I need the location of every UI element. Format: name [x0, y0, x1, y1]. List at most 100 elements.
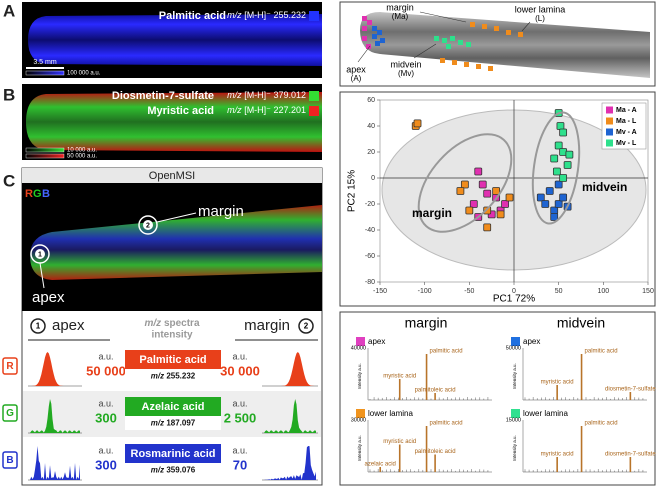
color-key	[309, 106, 319, 116]
y-max-label: 40000	[351, 345, 366, 351]
point	[483, 189, 492, 198]
point	[474, 167, 483, 176]
y-axis-label: Intensity a.u.	[357, 363, 362, 389]
region-badge	[143, 220, 153, 230]
panel-letter: B	[3, 85, 15, 104]
apex-value: 50 000	[86, 363, 126, 378]
legend-label: lower lamina	[368, 409, 413, 418]
legend-swatch	[356, 409, 365, 418]
point	[469, 200, 478, 208]
intensity-scale	[25, 147, 65, 153]
region-label: margin	[198, 203, 244, 220]
region-badge	[298, 318, 314, 334]
region-label: margin	[386, 2, 414, 12]
point	[554, 200, 563, 208]
mass-box	[125, 463, 221, 477]
point	[465, 206, 474, 215]
region-label: midvein	[390, 59, 421, 69]
column-header: intensity	[151, 330, 193, 341]
compound-box	[125, 397, 221, 416]
peak-label: palmitoleic acid	[415, 449, 456, 455]
point	[559, 128, 568, 137]
intensity-label: 50 000 a.u.	[67, 154, 97, 160]
apex-value: 300	[95, 410, 117, 425]
point	[563, 161, 572, 169]
mass-label: m/z 359.076	[151, 466, 196, 475]
unit-label: a.u.	[232, 445, 247, 455]
mass: 227.201	[273, 105, 306, 115]
region-badge	[30, 318, 46, 334]
mass: 187.097	[166, 419, 195, 428]
legend-label: apex	[523, 337, 540, 346]
leaf-image	[30, 205, 322, 280]
channel-box	[2, 451, 18, 469]
margin-value: 2 500	[224, 410, 257, 425]
column-header: m/z spectra	[144, 318, 199, 329]
peak-label: diosmetin-7-sulfate	[605, 452, 656, 458]
mz: m/z	[227, 105, 242, 115]
y-tick-label: 20	[367, 149, 375, 156]
panel-frame	[339, 311, 656, 486]
channel-letter: R	[25, 188, 33, 200]
y-axis-label: Intensity a.u.	[512, 435, 517, 461]
panel-header	[22, 168, 322, 183]
region-number: 1	[38, 251, 42, 258]
point	[565, 150, 574, 159]
point	[559, 174, 568, 182]
region-number: 1	[36, 322, 41, 331]
mz: m/z	[151, 372, 164, 381]
legend-swatch	[511, 337, 520, 346]
x-tick-label: 0	[512, 288, 516, 295]
intensity-scale	[25, 70, 65, 76]
legend-swatch	[606, 106, 613, 114]
point	[554, 180, 563, 189]
unit-label: a.u.	[98, 398, 113, 408]
unit-label: a.u.	[98, 445, 113, 455]
mz: m/z	[227, 10, 242, 20]
leaf-image	[28, 14, 322, 66]
y-axis-label: PC2 15%	[347, 170, 358, 212]
mz: m/z	[151, 419, 164, 428]
x-tick-label: -150	[373, 288, 387, 295]
column-header: margin	[244, 317, 290, 334]
callout-line	[357, 45, 371, 63]
mz: m/z	[151, 466, 164, 475]
y-tick-label: 60	[367, 97, 375, 104]
group-ellipse	[531, 111, 581, 225]
header-text: spectra	[164, 318, 200, 329]
color-key	[309, 11, 319, 21]
compound-name: Palmitic acid	[139, 354, 206, 366]
compound-name: Azelaic acid	[142, 401, 205, 413]
mini-spectrum	[264, 352, 316, 386]
y-tick-label: -80	[365, 279, 375, 286]
y-axis-label: Intensity a.u.	[357, 435, 362, 461]
region-abbr: (Mv)	[398, 69, 414, 78]
x-tick-label: 100	[597, 288, 609, 295]
unit-label: a.u.	[232, 351, 247, 361]
legend-swatch	[606, 117, 613, 125]
legend-swatch	[606, 128, 613, 136]
peak-label: palmitic acid	[430, 349, 463, 355]
y-axis-label: Intensity a.u.	[512, 363, 517, 389]
column-title: margin	[405, 315, 448, 331]
point	[541, 200, 550, 208]
ion: [M-H]⁻	[244, 105, 271, 115]
mass: 359.076	[166, 466, 195, 475]
mz-label: m/z [M-H]⁻ 227.201	[227, 105, 306, 115]
point	[492, 187, 501, 195]
point	[478, 180, 487, 189]
legend-swatch	[606, 139, 613, 147]
mass-label: m/z 187.097	[151, 419, 196, 428]
point	[456, 187, 465, 195]
x-tick-label: -100	[418, 288, 432, 295]
point	[460, 180, 469, 189]
point	[550, 213, 559, 221]
scatter-plot: -150 -100 -50 0 50 100 150 -80 -60 -40 -20 0 20 40 60 P…	[347, 97, 654, 305]
compound-label: Palmitic acid	[159, 10, 226, 22]
x-tick-label: 50	[555, 288, 563, 295]
mass-box	[125, 369, 221, 383]
unit-label: a.u.	[98, 351, 113, 361]
peak-label: diosmetin-7-sulfate	[605, 387, 656, 393]
peak-label: palmitoleic acid	[415, 388, 456, 394]
point	[413, 119, 422, 128]
